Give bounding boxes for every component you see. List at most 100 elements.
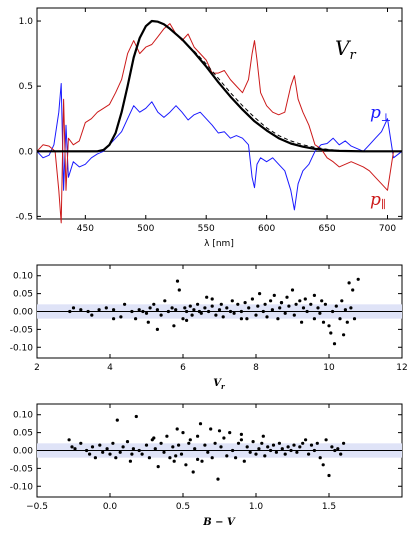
data-point (283, 452, 287, 456)
data-point (254, 313, 258, 317)
data-point (90, 445, 95, 449)
scatter-1-xtick-label: 2 (34, 363, 40, 373)
p-parallel-annotation: p∥ (370, 190, 386, 211)
data-point (187, 441, 191, 445)
data-point (221, 315, 225, 319)
data-point (334, 304, 338, 308)
data-point (351, 288, 355, 292)
residual-bv-xaxis-label: B − V (202, 517, 236, 528)
data-point (294, 302, 298, 306)
data-point (239, 432, 243, 436)
spectrum-xaxis-label: λ [nm] (204, 239, 234, 249)
data-point (210, 304, 214, 308)
data-point (327, 324, 331, 328)
data-point (283, 311, 287, 315)
data-point (144, 443, 149, 447)
data-point (250, 297, 254, 301)
data-point (257, 447, 261, 451)
data-point (155, 308, 159, 312)
data-point (332, 342, 337, 346)
data-point (286, 445, 290, 449)
data-point (231, 448, 235, 453)
data-point (321, 320, 326, 324)
data-point (196, 302, 200, 306)
data-point (219, 302, 223, 306)
data-point (185, 318, 189, 322)
p-perp-annotation: p⊥ (370, 103, 391, 124)
data-point (174, 454, 178, 458)
data-point (193, 447, 197, 451)
data-point (276, 317, 280, 321)
data-point (312, 317, 316, 321)
scatter-2-ytick-label: 0.10 (13, 411, 33, 421)
data-point (172, 324, 176, 328)
data-point (179, 452, 184, 456)
spectrum-panel: 450 500 550 600 650 700 -0.5 0.0 0.5 1.0 λ [nm] V… (15, 7, 403, 249)
data-point (301, 441, 305, 445)
data-point (210, 297, 214, 301)
data-point (104, 306, 108, 310)
data-point (112, 308, 116, 312)
data-point (174, 308, 178, 312)
data-point (342, 333, 346, 337)
data-point (269, 299, 273, 303)
data-point (209, 427, 213, 431)
data-point (118, 450, 122, 454)
spectrum-0-ytick-label: -0.5 (15, 212, 33, 222)
data-point (263, 302, 267, 306)
data-point (336, 447, 340, 451)
data-point (349, 306, 353, 310)
data-point (159, 441, 163, 445)
data-point (123, 302, 127, 306)
scatter-2-xtick-label: 1.5 (322, 502, 336, 512)
data-point (265, 315, 269, 319)
data-point (239, 438, 243, 442)
data-point (168, 456, 172, 460)
data-point (279, 301, 284, 305)
data-point (175, 427, 179, 431)
data-point (305, 309, 309, 314)
scatter-2-ytick-label: -0.10 (10, 482, 34, 492)
data-point (85, 448, 89, 453)
data-point (256, 304, 260, 308)
data-point (130, 309, 134, 314)
data-point (121, 445, 125, 449)
data-point (147, 456, 151, 460)
data-point (309, 302, 313, 306)
data-point (170, 306, 174, 310)
data-point (245, 317, 249, 321)
data-point (304, 438, 308, 442)
data-point (165, 434, 169, 438)
data-point (119, 315, 123, 319)
data-point (278, 306, 282, 310)
data-point (79, 308, 83, 312)
data-point (309, 443, 314, 447)
spectrum-0-xtick-label: 600 (258, 224, 275, 234)
data-point (242, 459, 246, 463)
scatter-2-xtick-label: 0.5 (176, 502, 190, 512)
data-point (247, 306, 251, 310)
data-point (98, 443, 102, 447)
data-point (172, 459, 176, 463)
data-point (140, 452, 144, 456)
scatter-2-xtick-label: 0.0 (103, 502, 118, 512)
data-point (141, 309, 145, 314)
data-point (292, 443, 296, 447)
data-point (303, 297, 307, 301)
data-point (340, 299, 344, 303)
vr-annotation: Vr (335, 36, 356, 63)
data-point (163, 299, 167, 303)
data-point (329, 331, 333, 335)
data-point (198, 422, 203, 426)
data-point (312, 293, 316, 297)
data-point (239, 317, 243, 321)
data-point (339, 452, 343, 456)
data-point (347, 281, 351, 285)
data-point (192, 308, 196, 312)
scatter-2-xtick-label: 1.0 (249, 502, 264, 512)
data-point (200, 459, 204, 463)
data-point (67, 438, 71, 442)
data-point (307, 452, 311, 456)
data-point (216, 477, 220, 481)
